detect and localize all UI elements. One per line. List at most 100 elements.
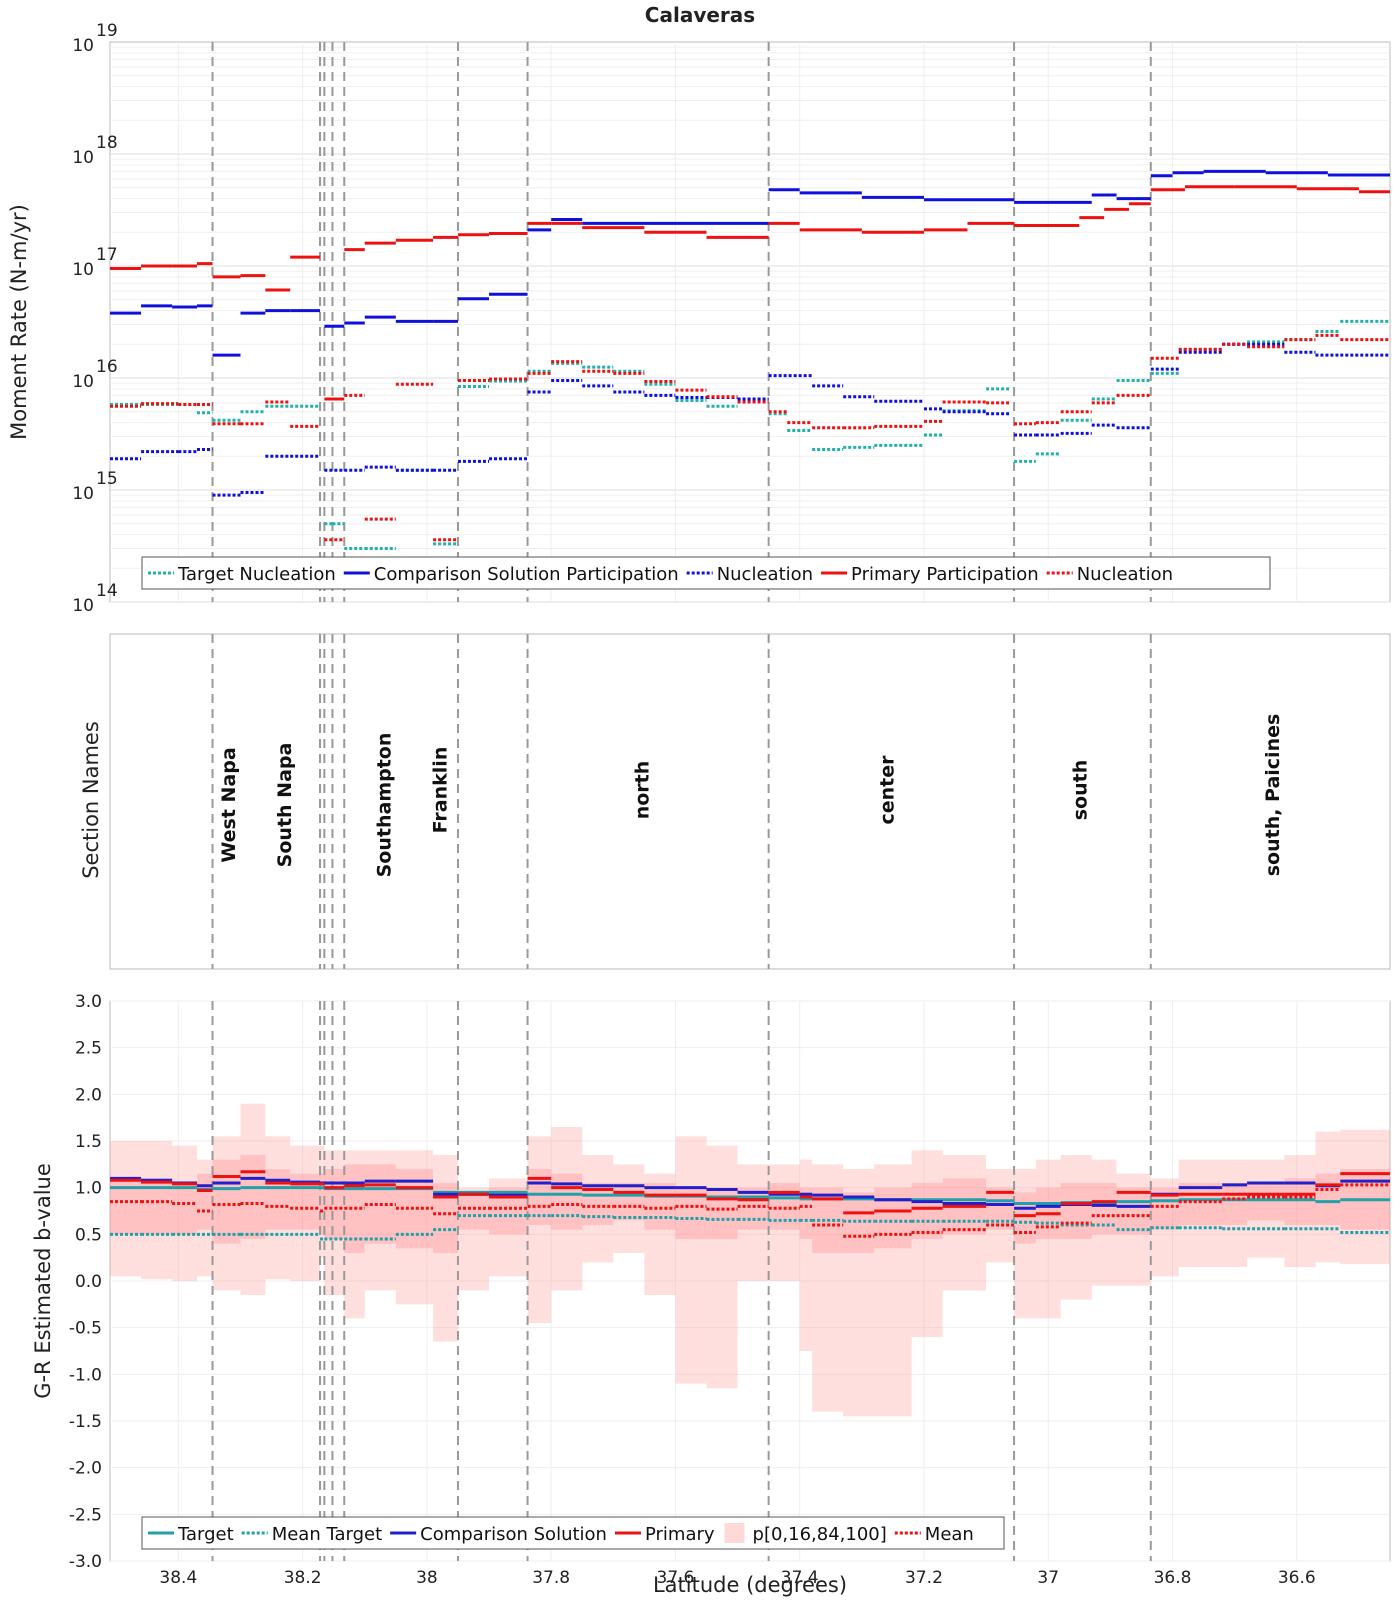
b-value-y-axis-label: G-R Estimated b-value	[31, 1163, 55, 1399]
b-value-inner-band	[320, 1173, 325, 1235]
b-value-outer-band	[737, 1164, 769, 1281]
x-tick-label: 37.2	[905, 1568, 943, 1588]
moment-y-tick-exponent: 19	[96, 21, 118, 41]
b-value-y-tick: -1.0	[69, 1365, 102, 1385]
b-value-inner-band	[324, 1169, 345, 1239]
b-value-inner-band	[1091, 1183, 1117, 1235]
b-value-outer-band	[1178, 1159, 1223, 1267]
b-value-series-mean	[110, 1183, 1390, 1238]
b-value-y-tick: 2.0	[75, 1085, 102, 1105]
x-tick-label: 36.8	[1154, 1568, 1192, 1588]
b-value-inner-band	[613, 1183, 645, 1221]
b-value-outer-band	[551, 1127, 583, 1291]
b-value-outer-band	[1014, 1169, 1036, 1319]
moment-y-tick-exponent: 17	[96, 245, 118, 265]
x-tick-label: 37	[1037, 1568, 1059, 1588]
b-value-legend-label: Mean Target	[272, 1524, 382, 1545]
b-value-outer-band	[799, 1159, 813, 1351]
b-value-y-tick: -2.0	[69, 1459, 102, 1479]
b-value-inner-band	[737, 1187, 769, 1230]
x-tick-label: 38.2	[284, 1568, 322, 1588]
moment-legend-label: Target Nucleation	[177, 564, 336, 585]
b-value-outer-band	[364, 1150, 396, 1291]
b-value-inner-band	[799, 1187, 813, 1239]
b-value-y-tick: 2.5	[75, 1039, 102, 1059]
b-value-y-tick: 1.0	[75, 1179, 102, 1199]
b-value-y-tick: -1.5	[69, 1412, 102, 1432]
b-value-series-primary	[110, 1170, 1390, 1218]
section-names-panel: West Napa South Napa Southampton Franklin no…	[79, 633, 1391, 970]
b-value-legend-label: Primary	[645, 1524, 715, 1545]
b-value-inner-band	[911, 1183, 943, 1239]
b-value-inner-band	[1060, 1183, 1092, 1239]
moment-y-tick-base: 10	[72, 36, 94, 56]
b-value-outer-band	[457, 1187, 490, 1291]
section-label: West Napa	[218, 747, 240, 862]
section-label: Franklin	[429, 747, 451, 834]
b-value-legend-label: Mean	[925, 1524, 974, 1545]
moment-series-primary-participation	[110, 185, 1390, 401]
moment-y-tick-exponent: 15	[96, 469, 118, 489]
b-value-outer-band	[344, 1150, 365, 1319]
b-value-inner-band	[1178, 1183, 1223, 1225]
moment-plot-area	[109, 41, 1391, 603]
b-value-inner-band	[1247, 1183, 1285, 1221]
b-value-y-tick: 0.0	[75, 1272, 102, 1292]
b-value-inner-band	[644, 1183, 676, 1230]
moment-legend-label: Nucleation	[717, 564, 813, 585]
chart-title: Calaveras	[645, 3, 755, 27]
b-value-outer-band	[1247, 1159, 1285, 1258]
b-value-outer-band	[1340, 1129, 1390, 1265]
b-value-inner-band	[768, 1183, 800, 1230]
section-label: south, Paicines	[1262, 714, 1284, 877]
x-axis-label: Latitude (degrees)	[653, 1573, 847, 1597]
b-value-outer-band	[433, 1155, 458, 1342]
section-label: south	[1069, 760, 1091, 821]
b-value-y-tick: 3.0	[75, 992, 102, 1012]
b-value-outer-band	[172, 1145, 197, 1281]
b-value-inner-band	[240, 1155, 266, 1239]
x-tick-label: 37.8	[532, 1568, 570, 1588]
moment-legend: Target Nucleation Comparison Solution Par…	[141, 556, 1271, 590]
b-value-legend: Target Mean Target Comparison Solution Prim…	[141, 1516, 1005, 1550]
b-value-outer-band	[290, 1145, 321, 1281]
x-axis-ticks: 38.4 38.2 38 37.8 37.6 37.4 37.2 37 36.8 36.6	[159, 1568, 1315, 1588]
b-value-outer-band	[1222, 1159, 1248, 1267]
b-value-outer-band	[212, 1136, 241, 1291]
b-value-outer-band	[986, 1169, 1015, 1263]
moment-y-tick-base: 10	[72, 596, 94, 616]
b-value-outer-band	[911, 1150, 943, 1337]
sections-plot-area	[109, 633, 1391, 970]
b-value-inner-band	[1315, 1173, 1341, 1225]
b-value-inner-band	[706, 1187, 738, 1239]
b-value-inner-band	[874, 1187, 912, 1249]
moment-y-tick-base: 10	[72, 148, 94, 168]
b-value-series-mean-target	[110, 1214, 1390, 1241]
b-value-inner-band	[1222, 1183, 1248, 1225]
moment-y-tick-base: 10	[72, 260, 94, 280]
b-value-outer-band	[768, 1164, 800, 1281]
moment-y-tick-exponent: 14	[96, 581, 118, 601]
section-label: Southampton	[373, 733, 395, 878]
moment-series-primary-nucleation	[110, 333, 1390, 542]
x-tick-label: 37.6	[657, 1568, 695, 1588]
section-label: north	[631, 761, 653, 820]
b-value-inner-band	[551, 1173, 583, 1230]
b-value-outer-band	[1060, 1155, 1092, 1300]
b-value-legend-label: p[0,16,84,100]	[753, 1524, 887, 1545]
b-value-outer-band	[141, 1141, 173, 1280]
b-value-inner-band	[212, 1159, 241, 1244]
section-label: South Napa	[274, 743, 296, 868]
b-value-legend-swatch	[724, 1523, 745, 1543]
b-value-outer-band	[843, 1169, 875, 1417]
x-tick-label: 36.6	[1278, 1568, 1316, 1588]
b-value-outer-band	[1284, 1155, 1316, 1267]
sections-y-axis-label: Section Names	[79, 721, 103, 879]
section-label: center	[877, 755, 899, 825]
b-value-outer-band	[613, 1164, 645, 1253]
b-value-outer-band	[527, 1136, 552, 1323]
b-value-outer-band	[812, 1164, 844, 1412]
b-value-outer-band	[706, 1145, 738, 1389]
moment-legend-label: Comparison Solution Participation	[374, 564, 679, 585]
